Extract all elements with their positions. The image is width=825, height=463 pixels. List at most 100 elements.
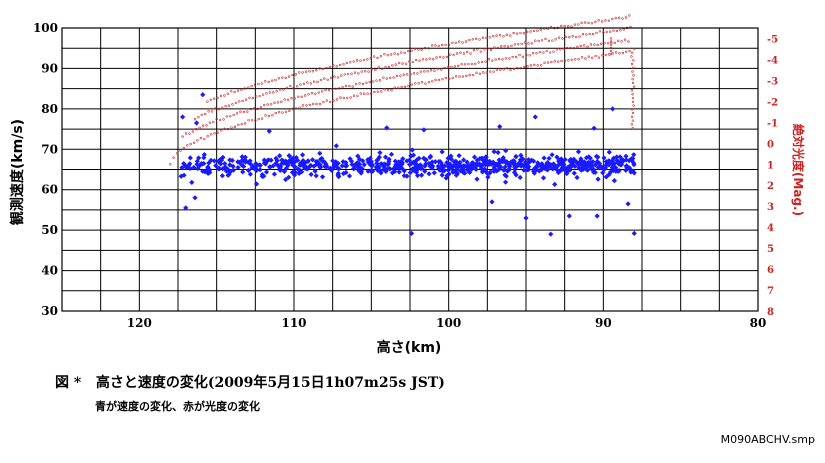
magnitude-point	[406, 49, 410, 53]
y-tick-label: 70	[41, 142, 58, 156]
magnitude-point	[272, 91, 275, 94]
speed-point	[500, 155, 506, 161]
magnitude-point	[225, 115, 229, 118]
magnitude-point	[175, 152, 179, 155]
magnitude-point	[290, 97, 293, 100]
magnitude-point	[224, 105, 227, 108]
speed-point	[414, 165, 420, 172]
y2-tick-label: 3	[767, 202, 774, 213]
speed-point	[240, 169, 246, 175]
magnitude-point	[609, 43, 613, 46]
magnitude-point	[552, 50, 555, 53]
magnitude-point	[485, 36, 488, 40]
magnitude-point	[543, 61, 546, 65]
magnitude-point	[369, 57, 372, 60]
magnitude-point	[338, 63, 342, 67]
magnitude-point	[389, 53, 393, 56]
speed-point	[552, 181, 558, 187]
magnitude-point	[348, 84, 351, 88]
magnitude-point	[350, 72, 353, 75]
speed-point	[523, 215, 529, 221]
magnitude-point	[446, 66, 450, 69]
magnitude-point	[564, 35, 568, 39]
magnitude-point	[516, 66, 519, 70]
magnitude-point	[407, 84, 410, 88]
speed-point	[483, 154, 489, 160]
speed-point	[185, 162, 192, 169]
magnitude-point	[511, 55, 514, 59]
speed-point	[521, 163, 527, 169]
magnitude-point	[548, 51, 552, 54]
magnitude-point	[569, 46, 572, 50]
magnitude-point	[464, 40, 468, 43]
x-tick-label: 80	[750, 316, 767, 330]
magnitude-point	[480, 60, 484, 64]
speed-point	[485, 174, 491, 180]
speed-point	[336, 166, 342, 172]
speed-point	[281, 160, 287, 166]
magnitude-point	[518, 53, 521, 57]
magnitude-point	[275, 90, 278, 93]
magnitude-point	[377, 66, 380, 69]
speed-point	[355, 160, 361, 166]
magnitude-point	[531, 52, 535, 55]
magnitude-point	[227, 104, 231, 107]
magnitude-point	[292, 86, 295, 90]
magnitude-point	[513, 43, 517, 46]
magnitude-point	[393, 86, 397, 89]
speed-point	[539, 166, 545, 172]
magnitude-point	[579, 44, 582, 48]
speed-point	[535, 162, 541, 168]
magnitude-point	[533, 63, 536, 67]
speed-point	[512, 161, 518, 167]
magnitude-point	[486, 47, 489, 50]
magnitude-point	[609, 46, 613, 50]
magnitude-point	[454, 41, 457, 44]
speed-point	[503, 148, 509, 154]
magnitude-point	[303, 94, 307, 97]
magnitude-point	[336, 76, 340, 79]
magnitude-point	[179, 149, 182, 152]
speed-point	[513, 153, 519, 160]
speed-point	[301, 163, 307, 169]
magnitude-point	[284, 110, 288, 113]
magnitude-point	[264, 114, 267, 117]
speed-point	[206, 160, 212, 166]
magnitude-point	[416, 72, 419, 75]
speed-point	[376, 164, 382, 170]
speed-point	[335, 160, 341, 166]
magnitude-point	[417, 48, 420, 51]
magnitude-point	[399, 74, 402, 77]
magnitude-point	[619, 29, 622, 32]
y2-tick-label: 5	[767, 244, 774, 255]
magnitude-point	[335, 65, 338, 68]
speed-point	[457, 159, 463, 166]
magnitude-point	[474, 37, 478, 41]
magnitude-point	[437, 44, 440, 48]
magnitude-point	[519, 31, 522, 35]
magnitude-point	[445, 55, 449, 59]
speed-point	[206, 169, 212, 175]
speed-point	[267, 164, 273, 170]
speed-point	[313, 173, 319, 179]
speed-point	[283, 176, 289, 183]
magnitude-point	[394, 63, 397, 66]
speed-point	[418, 165, 424, 172]
magnitude-point	[209, 133, 213, 136]
magnitude-point	[467, 62, 470, 66]
speed-point	[457, 168, 464, 174]
magnitude-point	[624, 16, 628, 19]
magnitude-point	[630, 108, 634, 111]
magnitude-point	[244, 98, 248, 101]
magnitude-point	[425, 58, 428, 61]
magnitude-point	[379, 55, 383, 58]
speed-point	[295, 166, 301, 172]
magnitude-point	[333, 75, 336, 78]
magnitude-point	[430, 44, 434, 47]
magnitude-point	[196, 139, 199, 142]
speed-point	[440, 168, 446, 174]
speed-point	[339, 163, 345, 169]
y2-tick-label: -5	[767, 34, 778, 45]
speed-point	[222, 164, 228, 170]
magnitude-point	[181, 135, 184, 138]
